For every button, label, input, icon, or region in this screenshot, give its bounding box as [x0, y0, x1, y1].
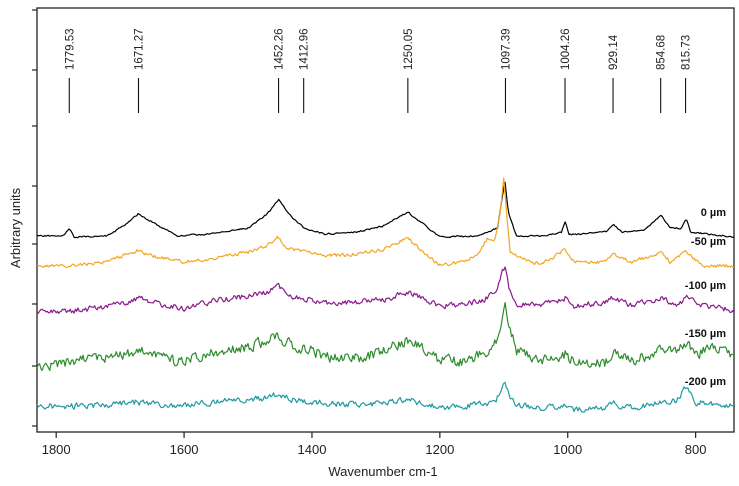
series-label: -150 µm	[685, 328, 726, 340]
x-axis-title: Wavenumber cm-1	[328, 464, 437, 479]
x-tick-label: 1600	[170, 442, 199, 457]
series-line	[37, 181, 735, 239]
series-layer	[36, 177, 735, 413]
x-axis: 1800 1600 1400 1200 1000 800	[42, 432, 707, 457]
x-tick-label: 1000	[553, 442, 582, 457]
x-tick-label: 1800	[42, 442, 71, 457]
peak-marker-label: 1097.39	[500, 28, 512, 70]
series-line	[36, 266, 735, 314]
x-tick-label: 800	[685, 442, 707, 457]
plot-border	[36, 7, 735, 433]
series-label: 0 µm	[701, 207, 727, 219]
peak-marker-label: 1412.96	[299, 28, 311, 70]
peak-marker-label: 1004.26	[560, 28, 572, 70]
peak-marker-label: 1671.27	[133, 28, 145, 70]
series-line	[36, 177, 735, 269]
series-label: -50 µm	[691, 236, 726, 248]
peak-marker-label: 815.73	[681, 35, 693, 70]
peak-marker-label: 1250.05	[403, 28, 415, 70]
peak-markers: 1779.53 1671.27 1452.26 1412.96 1250.05 1097.…	[64, 28, 693, 113]
plot-frame	[36, 7, 735, 433]
peak-marker-label: 1452.26	[274, 28, 286, 70]
peak-marker-label: 1779.53	[64, 28, 76, 70]
series-label: -100 µm	[685, 280, 726, 292]
peak-marker-label: 854.68	[656, 35, 668, 70]
peak-marker-label: 929.14	[608, 34, 620, 70]
series-line	[36, 302, 735, 372]
y-axis	[32, 9, 37, 427]
series-label: -200 µm	[685, 376, 726, 388]
x-tick-label: 1200	[425, 442, 454, 457]
x-tick-label: 1400	[298, 442, 327, 457]
series-labels: 0 µm -50 µm -100 µm -150 µm -200 µm	[685, 207, 726, 388]
series-line	[36, 381, 735, 413]
y-axis-title: Arbitrary units	[8, 187, 23, 268]
